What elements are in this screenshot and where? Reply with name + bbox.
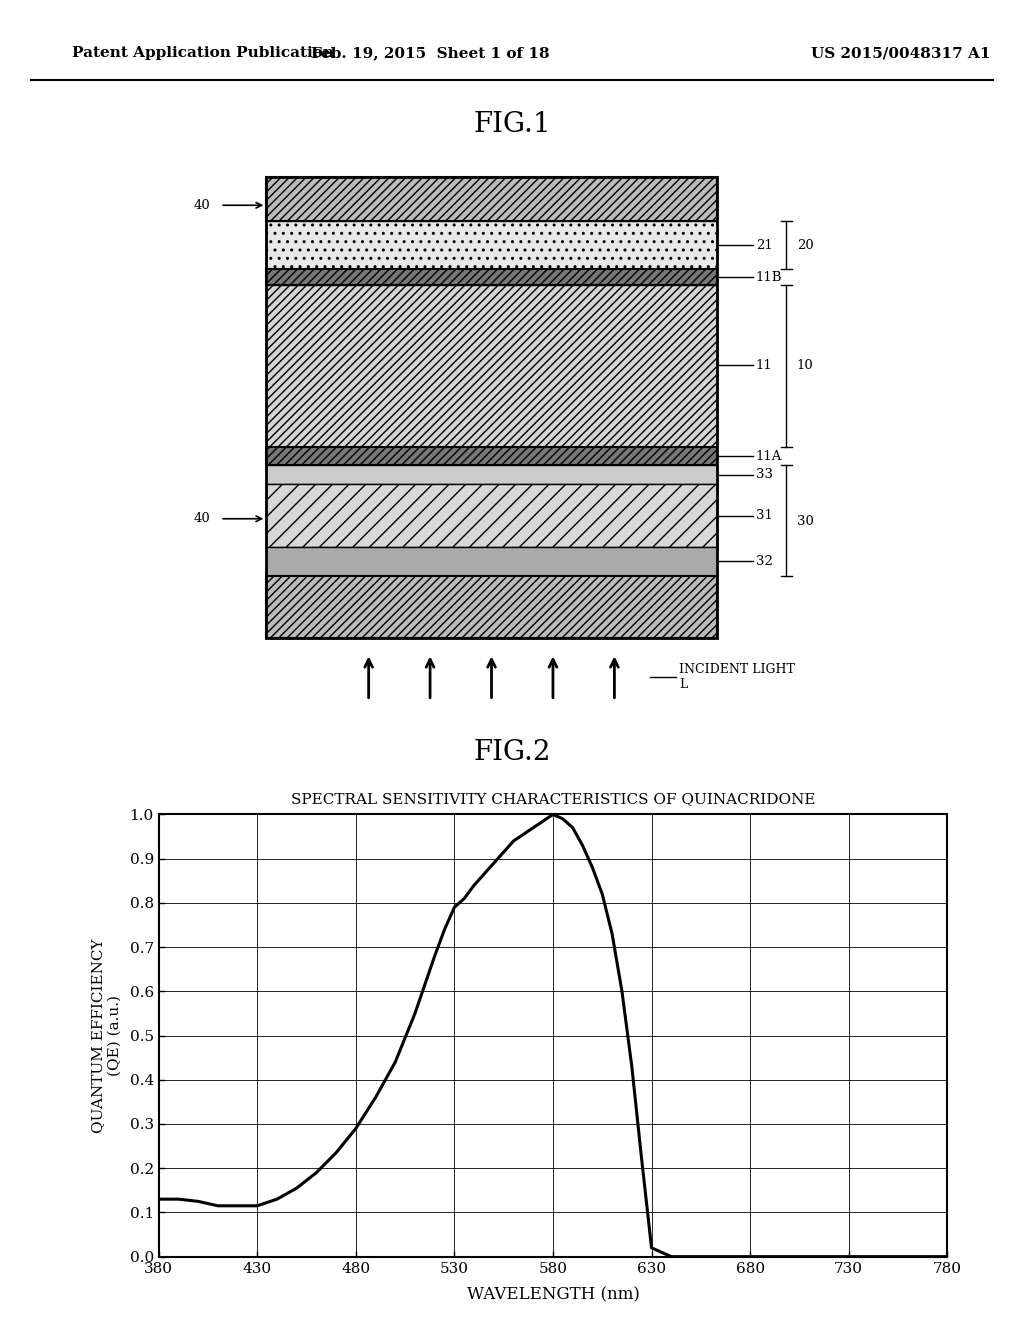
Bar	[266, 220, 717, 269]
Text: 11A: 11A	[756, 450, 782, 462]
Text: Feb. 19, 2015  Sheet 1 of 18: Feb. 19, 2015 Sheet 1 of 18	[310, 46, 550, 61]
Bar	[266, 177, 717, 638]
Text: INCIDENT LIGHT
L: INCIDENT LIGHT L	[679, 663, 795, 690]
Text: Patent Application Publication: Patent Application Publication	[72, 46, 334, 61]
Text: 20: 20	[797, 239, 813, 252]
Bar	[266, 466, 717, 484]
Text: 33: 33	[756, 469, 773, 482]
Text: 31: 31	[756, 510, 772, 523]
Bar	[266, 446, 717, 466]
Bar	[266, 484, 717, 546]
Text: 40: 40	[194, 512, 210, 525]
Text: 10: 10	[797, 359, 813, 372]
Text: 32: 32	[756, 554, 772, 568]
Text: 11: 11	[756, 359, 772, 372]
Bar	[266, 546, 717, 577]
Text: US 2015/0048317 A1: US 2015/0048317 A1	[811, 46, 991, 61]
Text: 40: 40	[194, 199, 210, 211]
Y-axis label: QUANTUM EFFICIENCY
(QE) (a.u.): QUANTUM EFFICIENCY (QE) (a.u.)	[91, 939, 121, 1133]
Bar	[266, 577, 717, 638]
Text: 30: 30	[797, 515, 813, 528]
Text: FIG.1: FIG.1	[473, 111, 551, 139]
Title: SPECTRAL SENSITIVITY CHARACTERISTICS OF QUINACRIDONE: SPECTRAL SENSITIVITY CHARACTERISTICS OF …	[291, 792, 815, 807]
Bar	[266, 177, 717, 220]
X-axis label: WAVELENGTH (nm): WAVELENGTH (nm)	[467, 1287, 639, 1304]
Text: 11B: 11B	[756, 271, 782, 284]
Bar	[266, 285, 717, 446]
Text: 21: 21	[756, 239, 772, 252]
Bar	[266, 269, 717, 285]
Text: FIG.2: FIG.2	[473, 739, 551, 766]
